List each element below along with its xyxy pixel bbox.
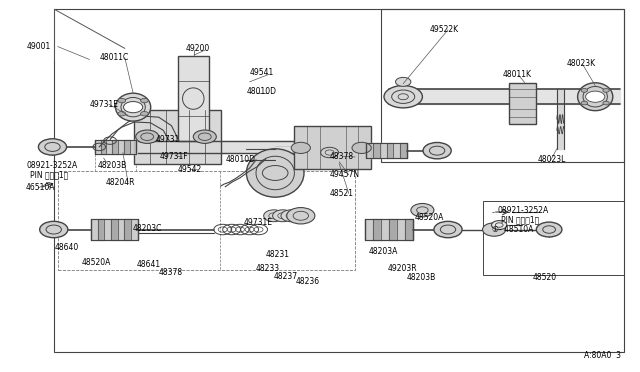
Circle shape	[423, 142, 451, 159]
Circle shape	[38, 139, 67, 155]
Text: 49731E: 49731E	[243, 218, 272, 227]
Text: 49541: 49541	[250, 68, 274, 77]
Text: 49731F: 49731F	[160, 153, 189, 161]
Text: 48640: 48640	[55, 243, 79, 252]
Text: 48203B: 48203B	[97, 161, 127, 170]
Circle shape	[193, 130, 216, 143]
Bar	[134, 110, 221, 164]
Circle shape	[141, 112, 148, 116]
Circle shape	[396, 77, 411, 86]
Circle shape	[586, 91, 605, 102]
Circle shape	[581, 101, 588, 105]
Text: 08921-3252A: 08921-3252A	[498, 206, 549, 215]
Circle shape	[136, 130, 159, 143]
Text: 49200: 49200	[186, 44, 210, 53]
Text: 48237: 48237	[274, 272, 298, 280]
Text: 48203A: 48203A	[369, 247, 398, 256]
Text: 48023L: 48023L	[538, 155, 566, 164]
Text: 48011K: 48011K	[502, 70, 531, 79]
Circle shape	[291, 142, 310, 154]
Text: 49457N: 49457N	[330, 170, 360, 179]
Bar	[178, 56, 209, 141]
Text: 48023K: 48023K	[566, 59, 596, 68]
Text: 48203C: 48203C	[132, 224, 162, 233]
Circle shape	[118, 98, 125, 103]
Text: A:80A0  3: A:80A0 3	[584, 351, 621, 360]
Text: 48231: 48231	[266, 250, 289, 259]
Circle shape	[434, 221, 462, 238]
Text: ①- 48510A: ①- 48510A	[492, 225, 533, 234]
Circle shape	[603, 101, 609, 105]
Circle shape	[384, 86, 422, 108]
Bar	[381, 9, 624, 162]
Text: 49522K: 49522K	[430, 25, 460, 34]
Circle shape	[536, 222, 562, 237]
Text: 48236: 48236	[296, 277, 320, 286]
Circle shape	[483, 223, 506, 236]
Circle shape	[124, 102, 143, 113]
Text: PIN ピン（1）: PIN ピン（1）	[30, 170, 68, 179]
Circle shape	[273, 210, 293, 222]
Text: 48010D: 48010D	[225, 155, 255, 164]
Circle shape	[264, 210, 284, 222]
Text: 48010D: 48010D	[246, 87, 276, 96]
Text: PIN ピン（1）: PIN ピン（1）	[501, 215, 540, 224]
Circle shape	[492, 221, 507, 230]
Circle shape	[141, 98, 148, 103]
Ellipse shape	[578, 83, 613, 111]
Text: 49731E: 49731E	[90, 100, 118, 109]
Circle shape	[581, 89, 588, 92]
Text: 48011C: 48011C	[99, 53, 129, 62]
Circle shape	[603, 89, 609, 92]
Bar	[509, 83, 536, 124]
Text: 49731: 49731	[156, 135, 180, 144]
Text: 48521: 48521	[330, 189, 354, 198]
Circle shape	[321, 147, 339, 158]
Ellipse shape	[116, 93, 151, 121]
Text: 49001: 49001	[27, 42, 51, 51]
Ellipse shape	[246, 149, 304, 197]
Text: 48378: 48378	[159, 268, 183, 277]
Circle shape	[287, 208, 315, 224]
Text: 48520: 48520	[532, 273, 557, 282]
Text: 48520A: 48520A	[415, 213, 444, 222]
Bar	[294, 126, 371, 169]
Text: 49542: 49542	[178, 165, 202, 174]
Circle shape	[352, 142, 371, 154]
Circle shape	[118, 112, 125, 116]
Text: 48203B: 48203B	[407, 273, 436, 282]
Circle shape	[40, 221, 68, 238]
Circle shape	[411, 203, 434, 217]
Text: 49203R: 49203R	[387, 264, 417, 273]
Circle shape	[281, 210, 301, 222]
Text: 46510A: 46510A	[26, 183, 55, 192]
Text: 48233: 48233	[256, 264, 280, 273]
Text: 08921-3252A: 08921-3252A	[27, 161, 78, 170]
Bar	[483, 201, 624, 275]
Bar	[54, 9, 624, 352]
Text: 48204R: 48204R	[106, 178, 135, 187]
Text: 48641: 48641	[137, 260, 161, 269]
Text: 48520A: 48520A	[82, 258, 111, 267]
Text: 48378: 48378	[330, 153, 354, 161]
